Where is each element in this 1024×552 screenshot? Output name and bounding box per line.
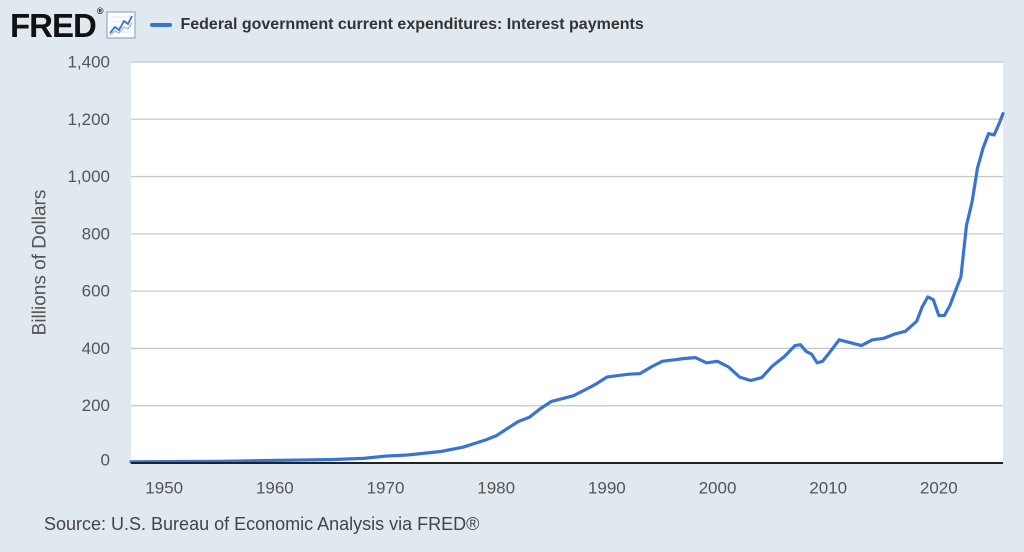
plot-area — [131, 62, 1003, 463]
source-note: Source: U.S. Bureau of Economic Analysis… — [44, 514, 480, 534]
legend-label: Federal government current expenditures:… — [180, 16, 644, 33]
x-tick-label: 1960 — [256, 479, 294, 498]
x-tick-label: 2020 — [920, 479, 958, 498]
x-tick-label: 2010 — [809, 479, 847, 498]
y-tick-label: 1,400 — [67, 53, 110, 72]
y-tick-label: 200 — [82, 396, 110, 415]
y-tick-label: 1,000 — [67, 167, 110, 186]
chart-header: FRED® Federal government current expendi… — [10, 5, 644, 44]
y-tick-label: 600 — [82, 282, 110, 301]
x-tick-label: 1970 — [367, 479, 405, 498]
series-line — [129, 111, 1005, 464]
fred-logo[interactable]: FRED® — [10, 5, 104, 44]
y-tick-label: 0 — [101, 451, 110, 470]
y-axis-label: Billions of Dollars — [30, 190, 51, 336]
y-tick-label: 400 — [82, 339, 110, 358]
x-tick-label: 1950 — [145, 479, 183, 498]
y-tick-label: 800 — [82, 224, 110, 243]
registered-mark: ® — [96, 5, 104, 16]
x-tick-label: 1980 — [477, 479, 515, 498]
y-tick-label: 1,200 — [67, 110, 110, 129]
line-graph-icon[interactable] — [106, 11, 137, 39]
x-tick-label: 1990 — [588, 479, 626, 498]
x-tick-label: 2000 — [699, 479, 737, 498]
legend-swatch — [150, 23, 173, 27]
